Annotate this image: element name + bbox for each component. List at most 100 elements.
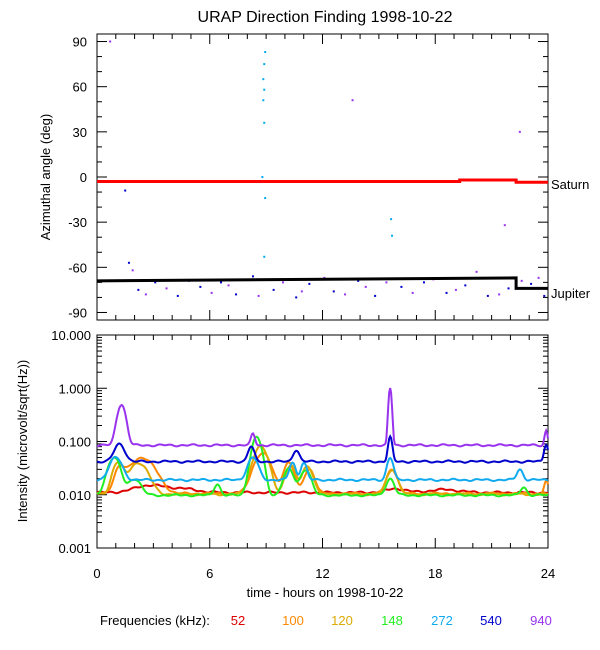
azimuth-point <box>391 234 394 237</box>
azimuth-point <box>300 290 303 293</box>
azimuth-point <box>445 291 448 294</box>
reference-line-saturn <box>97 178 548 184</box>
azimuth-point <box>220 281 223 284</box>
azimuth-y-tick-label: -90 <box>68 305 87 320</box>
azimuth-points <box>109 40 546 299</box>
azimuth-y-tick-label: -60 <box>68 260 87 275</box>
azimuth-point <box>357 279 360 282</box>
azimuth-point <box>498 293 501 296</box>
azimuth-point <box>308 282 311 285</box>
azimuth-point <box>261 176 264 178</box>
azimuth-point <box>131 269 134 272</box>
azimuth-y-tick-label: -30 <box>68 215 87 230</box>
azimuth-point <box>263 88 266 91</box>
azimuth-point <box>144 293 147 296</box>
intensity-y-axis-label: Intensity (microvolt/sqrt(Hz)) <box>15 360 30 523</box>
azimuth-point <box>165 287 168 290</box>
intensity-series-100 <box>96 451 549 496</box>
intensity-series-940 <box>96 387 549 448</box>
intensity-y-tick-label: 0.001 <box>58 541 91 556</box>
azimuth-point <box>235 293 238 296</box>
saturn-label: Saturn <box>551 177 589 192</box>
legend-item-148: 148 <box>381 613 403 628</box>
azimuth-point <box>464 284 467 287</box>
azimuth-point <box>262 99 265 102</box>
legend-item-120: 120 <box>331 613 353 628</box>
intensity-series <box>96 387 549 498</box>
azimuth-point <box>176 294 179 297</box>
legend-item-940: 940 <box>530 613 552 628</box>
azimuth-point <box>109 40 112 43</box>
azimuth-point <box>351 99 354 102</box>
azimuth-point <box>264 197 267 200</box>
x-tick-label: 0 <box>93 566 100 581</box>
azimuth-point <box>282 281 285 284</box>
legend-item-540: 540 <box>480 613 502 628</box>
frequency-legend: Frequencies (kHz): 52 100 120 148 272 540 940 <box>100 613 552 628</box>
intensity-y-tick-label: 0.010 <box>58 488 91 503</box>
azimuth-point <box>210 291 213 294</box>
azimuth-point <box>344 293 347 296</box>
azimuth-point <box>272 288 275 291</box>
azimuth-point <box>503 224 506 227</box>
azimuth-point <box>400 285 403 288</box>
azimuth-point <box>454 288 457 291</box>
azimuth-point <box>543 294 546 297</box>
azimuth-point <box>385 281 388 284</box>
azimuth-point <box>264 51 267 54</box>
azimuth-point <box>295 296 298 299</box>
azimuth-point <box>518 130 521 133</box>
azimuth-point <box>486 294 489 297</box>
azimuth-point <box>530 282 533 285</box>
azimuth-point <box>411 291 414 294</box>
azimuth-point <box>263 121 266 124</box>
azimuth-point <box>390 218 393 221</box>
jupiter-label: Jupiter <box>551 286 591 301</box>
azimuth-point <box>257 294 260 297</box>
intensity-series-148 <box>96 435 549 498</box>
azimuth-point <box>263 63 266 66</box>
x-axis-label: time - hours on 1998-10-22 <box>247 585 404 600</box>
x-tick-label: 6 <box>206 566 213 581</box>
legend-item-272: 272 <box>431 613 453 628</box>
intensity-series-272 <box>96 455 549 483</box>
azimuth-y-tick-label: 0 <box>80 170 87 185</box>
azimuth-point <box>422 281 425 284</box>
azimuth-point <box>263 255 266 258</box>
azimuth-y-tick-label: 30 <box>73 125 87 140</box>
azimuth-point <box>374 294 377 297</box>
azimuth-reference-lines <box>96 178 548 290</box>
legend-label: Frequencies (kHz): <box>100 613 210 628</box>
azimuth-y-tick-label: 60 <box>73 80 87 95</box>
azimuth-point <box>475 270 478 273</box>
azimuth-point <box>537 276 540 279</box>
azimuth-y-axis-label: Azimuthal angle (deg) <box>38 114 53 240</box>
intensity-series-120 <box>96 444 549 497</box>
azimuth-point <box>251 275 254 278</box>
azimuth-point <box>227 284 230 287</box>
x-tick-label: 18 <box>428 566 442 581</box>
chart-title: URAP Direction Finding 1998-10-22 <box>198 9 453 26</box>
azimuth-point <box>364 285 367 288</box>
azimuth-panel: 90 60 30 0 -30 -60 -90 Azimuthal angle (deg) S… <box>38 33 591 321</box>
x-tick-label: 12 <box>315 566 329 581</box>
intensity-series-540 <box>96 434 549 464</box>
legend-item-100: 100 <box>282 613 304 628</box>
intensity-y-tick-label: 1.000 <box>58 381 91 396</box>
x-tick-label: 24 <box>541 566 555 581</box>
azimuth-point <box>124 189 127 192</box>
azimuth-point <box>332 290 335 293</box>
azimuth-ticks: 90 60 30 0 -30 -60 -90 <box>68 34 549 320</box>
intensity-y-tick-label: 10.000 <box>51 328 91 343</box>
azimuth-point <box>127 261 130 264</box>
reference-line-jupiter <box>96 276 548 290</box>
azimuth-point <box>520 279 523 282</box>
azimuth-point <box>262 78 265 81</box>
azimuth-point <box>507 287 510 290</box>
azimuth-point <box>137 288 140 291</box>
azimuth-y-tick-label: 90 <box>73 35 87 50</box>
azimuth-point <box>154 281 157 284</box>
